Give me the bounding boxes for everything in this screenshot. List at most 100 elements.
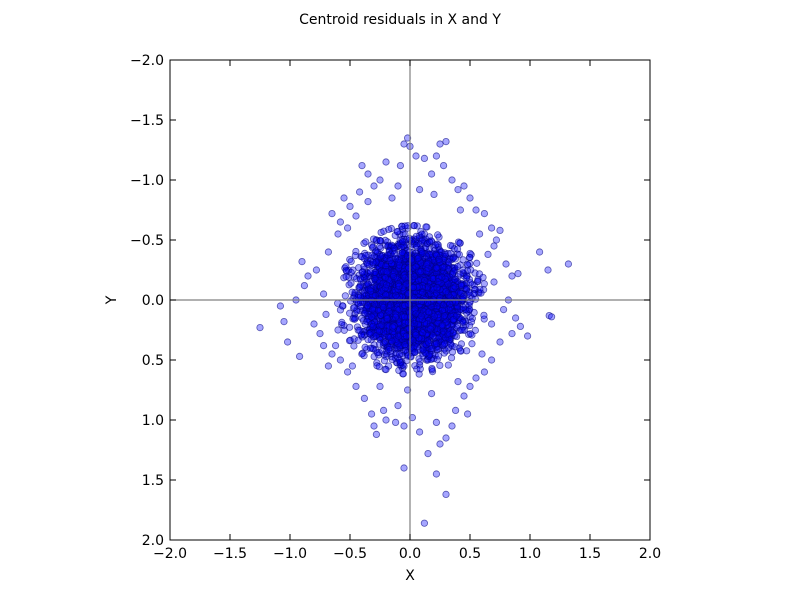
data-point: [336, 306, 345, 314]
data-point: [496, 338, 504, 346]
data-point: [516, 322, 525, 330]
data-point: [356, 326, 364, 334]
data-point: [425, 339, 433, 347]
data-point: [347, 279, 355, 287]
data-point: [352, 212, 360, 220]
data-point: [417, 267, 425, 276]
data-point: [350, 303, 358, 312]
data-point: [364, 198, 372, 206]
data-point: [351, 315, 359, 323]
data-point: [401, 301, 409, 310]
data-point: [480, 210, 488, 218]
data-point: [346, 202, 354, 210]
data-point: [390, 250, 399, 258]
data-point: [472, 374, 480, 382]
data-point: [451, 283, 459, 291]
data-point: [366, 287, 375, 295]
data-point: [414, 255, 422, 263]
data-point: [348, 288, 356, 296]
data-point: [426, 325, 434, 333]
data-point: [385, 307, 393, 316]
data-point: [415, 186, 424, 194]
data-point: [457, 340, 466, 348]
data-point: [369, 323, 377, 331]
data-point: [418, 249, 427, 257]
data-point: [383, 315, 391, 323]
data-point: [341, 292, 349, 300]
data-point: [436, 361, 444, 370]
data-point: [347, 257, 355, 266]
y-tick-label: 0.5: [142, 353, 164, 369]
data-point: [434, 231, 442, 239]
data-point: [401, 222, 409, 230]
data-point: [472, 206, 480, 214]
data-point: [382, 281, 391, 289]
x-tick-label: 1.0: [519, 546, 541, 562]
data-point: [364, 336, 372, 344]
data-point: [340, 194, 348, 202]
data-point: [395, 282, 403, 290]
data-point: [490, 278, 498, 286]
data-point: [385, 225, 393, 234]
data-point: [466, 194, 474, 202]
data-point: [356, 275, 365, 283]
data-point: [490, 242, 498, 250]
data-point: [376, 237, 384, 245]
data-point: [362, 238, 370, 246]
data-point: [417, 312, 425, 320]
data-point: [438, 306, 446, 315]
data-point: [355, 188, 364, 196]
data-point: [466, 330, 475, 338]
data-point: [395, 356, 404, 364]
data-point: [442, 138, 450, 146]
x-tick-label: −1.5: [213, 546, 247, 562]
data-point: [446, 241, 455, 250]
y-tick-label: −0.5: [130, 233, 164, 249]
data-point: [438, 321, 447, 329]
data-point: [432, 152, 440, 160]
data-point: [370, 182, 378, 190]
data-point: [432, 470, 440, 478]
x-axis-label: X: [405, 568, 415, 584]
data-point: [564, 260, 573, 268]
data-point: [433, 264, 441, 272]
data-point: [405, 324, 413, 333]
data-point: [475, 230, 484, 238]
data-point: [322, 310, 330, 318]
data-point: [319, 341, 328, 350]
data-point: [412, 263, 420, 271]
data-point: [371, 268, 379, 276]
data-point: [351, 251, 359, 260]
data-point: [463, 347, 471, 355]
data-point: [442, 490, 450, 498]
data-point: [383, 268, 391, 276]
data-point: [388, 194, 396, 202]
data-point: [360, 394, 368, 402]
y-tick-label: −2.0: [130, 53, 164, 69]
data-point: [410, 319, 418, 328]
data-point: [385, 345, 393, 354]
data-point: [463, 410, 472, 418]
data-point: [480, 280, 488, 288]
data-point: [424, 449, 432, 458]
data-point: [460, 392, 468, 400]
data-point: [388, 337, 396, 345]
x-tick-label: 0.5: [459, 546, 481, 562]
x-tick-label: −1.0: [273, 546, 307, 562]
y-tick-label: 1.0: [142, 413, 164, 429]
data-point: [377, 252, 385, 260]
data-point: [430, 190, 438, 198]
data-point: [402, 332, 411, 340]
data-point: [389, 323, 397, 331]
data-point: [375, 363, 383, 371]
data-point: [375, 327, 383, 335]
data-point: [468, 340, 476, 348]
data-point: [467, 318, 476, 326]
x-tick-label: 0.0: [399, 546, 421, 562]
data-point: [396, 162, 404, 170]
data-point: [392, 291, 400, 299]
data-point: [316, 329, 324, 338]
data-point: [412, 152, 420, 160]
data-point: [370, 422, 378, 430]
data-point: [459, 293, 467, 301]
